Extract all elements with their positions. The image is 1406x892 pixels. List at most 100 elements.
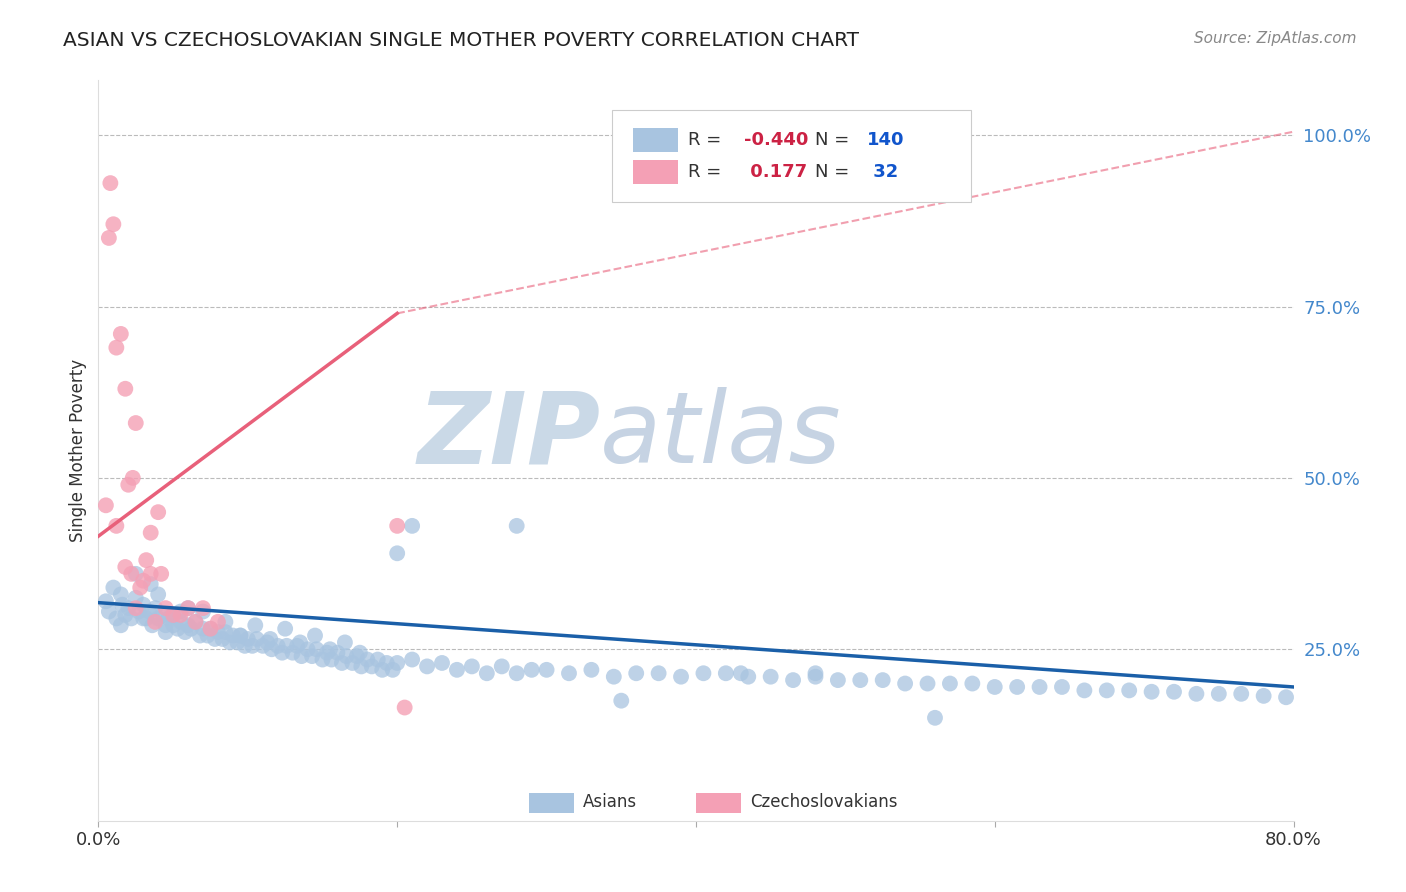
Point bbox=[804, 666, 827, 681]
Point bbox=[401, 519, 423, 533]
Point bbox=[276, 639, 298, 653]
Point bbox=[849, 673, 872, 687]
Point bbox=[1163, 685, 1185, 699]
Point bbox=[139, 525, 162, 540]
Point bbox=[371, 663, 394, 677]
Point bbox=[135, 611, 157, 625]
Point bbox=[730, 666, 752, 681]
Point bbox=[669, 670, 692, 684]
Point bbox=[152, 607, 174, 622]
Point bbox=[132, 574, 155, 588]
Text: N =: N = bbox=[815, 131, 849, 149]
FancyBboxPatch shape bbox=[696, 792, 741, 814]
Point bbox=[110, 326, 132, 341]
Point bbox=[894, 676, 917, 690]
Point bbox=[94, 594, 117, 608]
Point bbox=[1050, 680, 1073, 694]
Point bbox=[162, 618, 184, 632]
Point bbox=[827, 673, 849, 687]
Point bbox=[114, 382, 136, 396]
Point bbox=[603, 670, 626, 684]
Point bbox=[1230, 687, 1253, 701]
Point bbox=[491, 659, 513, 673]
Point bbox=[311, 652, 333, 666]
Point bbox=[1073, 683, 1095, 698]
Point bbox=[446, 663, 468, 677]
Point bbox=[128, 605, 150, 619]
Point bbox=[169, 607, 191, 622]
Point bbox=[148, 505, 170, 519]
Text: 140: 140 bbox=[868, 131, 904, 149]
Point bbox=[105, 611, 128, 625]
Point bbox=[103, 581, 125, 595]
Point bbox=[1275, 690, 1298, 705]
Point bbox=[98, 176, 122, 190]
FancyBboxPatch shape bbox=[529, 792, 574, 814]
Point bbox=[148, 587, 170, 601]
Point bbox=[141, 618, 163, 632]
Text: 0.177: 0.177 bbox=[744, 163, 807, 181]
Point bbox=[804, 670, 827, 684]
Point bbox=[125, 416, 148, 430]
Point bbox=[330, 656, 353, 670]
Point bbox=[350, 659, 373, 673]
Point bbox=[191, 601, 214, 615]
Point bbox=[150, 566, 173, 581]
Point bbox=[207, 625, 229, 640]
Point bbox=[475, 666, 498, 681]
FancyBboxPatch shape bbox=[613, 110, 972, 202]
Point bbox=[117, 477, 139, 491]
Point bbox=[143, 615, 166, 629]
Point bbox=[316, 646, 339, 660]
Point bbox=[281, 646, 304, 660]
Point bbox=[245, 618, 267, 632]
Point bbox=[924, 711, 946, 725]
Point bbox=[917, 676, 939, 690]
Point bbox=[430, 656, 453, 670]
Point bbox=[125, 591, 148, 605]
Point bbox=[105, 341, 128, 355]
Point bbox=[214, 625, 236, 640]
Point bbox=[346, 649, 368, 664]
Point bbox=[120, 566, 142, 581]
Point bbox=[174, 625, 197, 640]
Point bbox=[240, 639, 263, 653]
Point bbox=[1208, 687, 1230, 701]
Point bbox=[135, 553, 157, 567]
Point bbox=[207, 615, 229, 629]
Point bbox=[143, 601, 166, 615]
Point bbox=[222, 628, 245, 642]
Point bbox=[236, 632, 259, 646]
Point bbox=[1118, 683, 1140, 698]
Point bbox=[180, 622, 202, 636]
Text: ASIAN VS CZECHOSLOVAKIAN SINGLE MOTHER POVERTY CORRELATION CHART: ASIAN VS CZECHOSLOVAKIAN SINGLE MOTHER P… bbox=[63, 31, 859, 50]
Point bbox=[97, 231, 120, 245]
Point bbox=[304, 628, 326, 642]
Point bbox=[782, 673, 804, 687]
Point bbox=[233, 639, 256, 653]
Point bbox=[737, 670, 759, 684]
Point bbox=[939, 676, 962, 690]
Point bbox=[301, 649, 323, 664]
Point bbox=[305, 642, 328, 657]
Point bbox=[626, 666, 648, 681]
Point bbox=[157, 611, 180, 625]
Point bbox=[110, 587, 132, 601]
Point bbox=[291, 649, 314, 664]
Point bbox=[367, 652, 389, 666]
Point bbox=[416, 659, 439, 673]
Point bbox=[139, 566, 162, 581]
Point bbox=[132, 611, 155, 625]
Point bbox=[214, 615, 236, 629]
Text: R =: R = bbox=[688, 163, 721, 181]
Point bbox=[121, 471, 143, 485]
Point bbox=[191, 622, 214, 636]
Point bbox=[360, 659, 382, 673]
Point bbox=[169, 615, 191, 629]
Text: Asians: Asians bbox=[582, 793, 637, 811]
Point bbox=[184, 615, 207, 629]
Point bbox=[148, 611, 170, 625]
Point bbox=[177, 601, 200, 615]
Point bbox=[297, 642, 319, 657]
Point bbox=[520, 663, 543, 677]
